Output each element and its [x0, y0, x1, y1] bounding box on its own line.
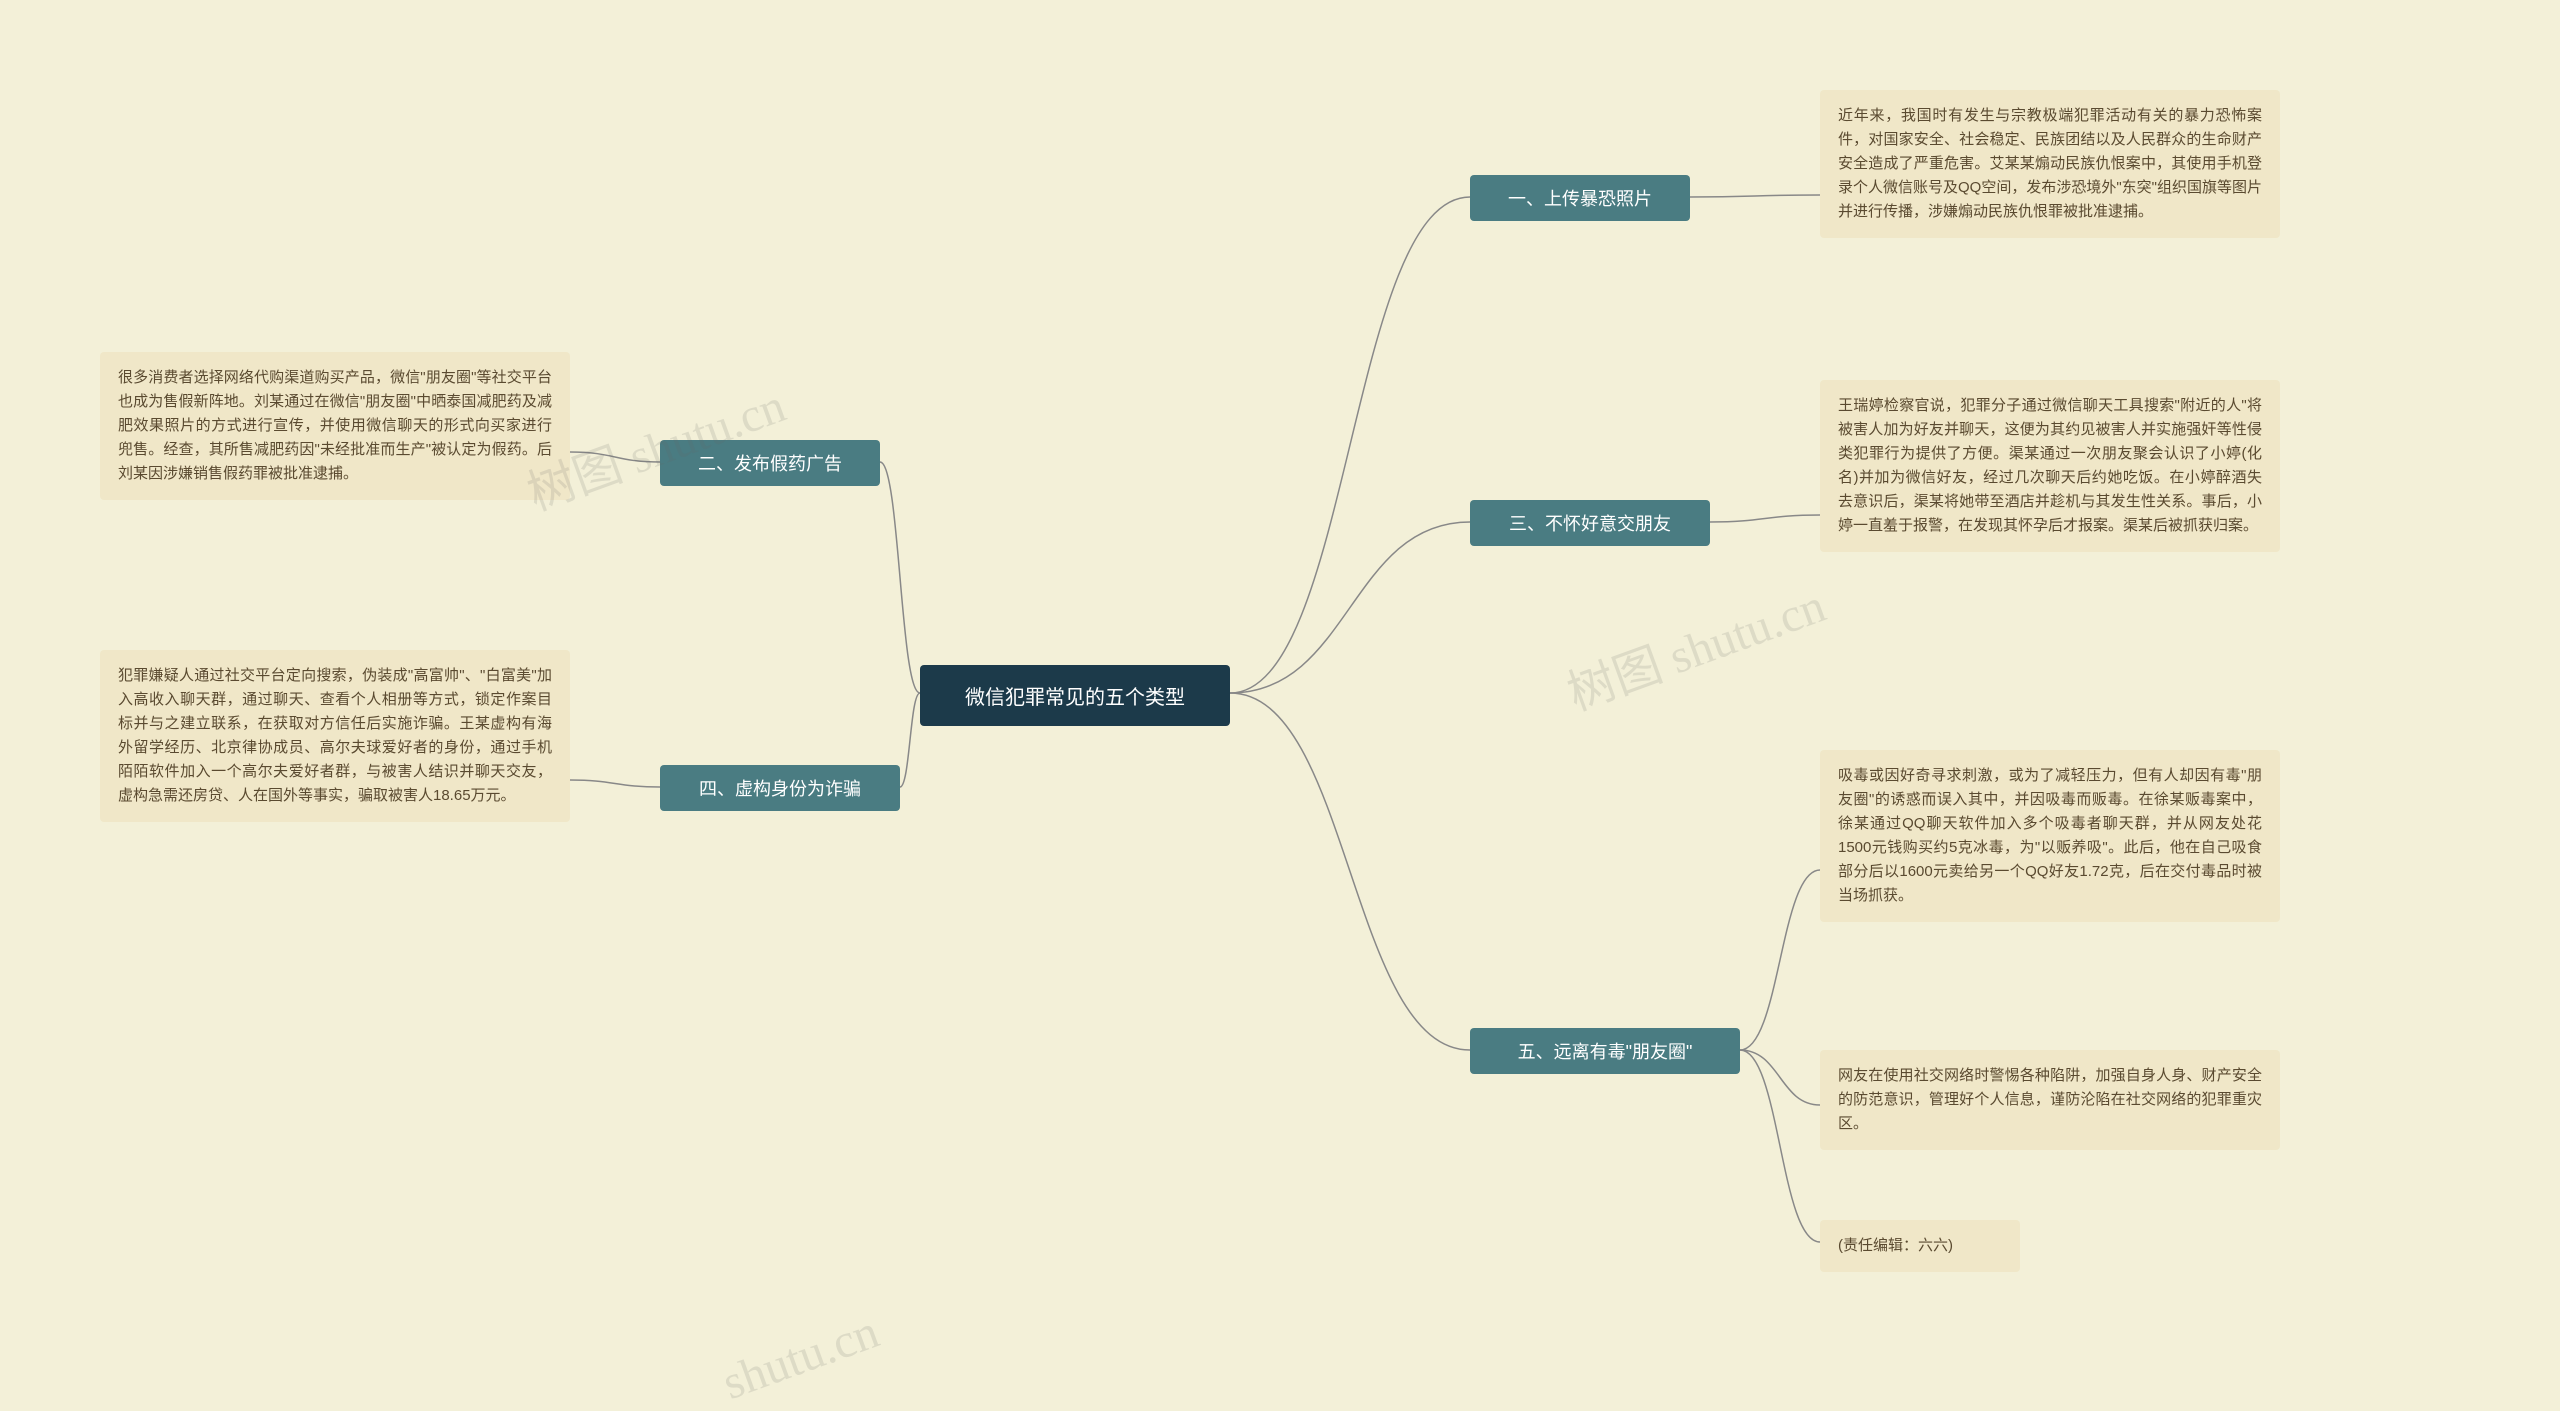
branch-b5: 五、远离有毒"朋友圈"	[1470, 1028, 1740, 1074]
leaf-b5l1: 吸毒或因好奇寻求刺激，或为了减轻压力，但有人却因有毒"朋友圈"的诱惑而误入其中，…	[1820, 750, 2280, 922]
leaf-b1l1: 近年来，我国时有发生与宗教极端犯罪活动有关的暴力恐怖案件，对国家安全、社会稳定、…	[1820, 90, 2280, 238]
leaf-b5l3: (责任编辑：六六)	[1820, 1220, 2020, 1272]
root-node: 微信犯罪常见的五个类型	[920, 665, 1230, 726]
watermark: shutu.cn	[715, 1304, 885, 1411]
branch-b1: 一、上传暴恐照片	[1470, 175, 1690, 221]
watermark: 树图 shutu.cn	[1556, 566, 1833, 724]
leaf-b3l1: 王瑞婷检察官说，犯罪分子通过微信聊天工具搜索"附近的人"将被害人加为好友并聊天，…	[1820, 380, 2280, 552]
branch-b4: 四、虚构身份为诈骗	[660, 765, 900, 811]
branch-b3: 三、不怀好意交朋友	[1470, 500, 1710, 546]
branch-b2: 二、发布假药广告	[660, 440, 880, 486]
leaf-b4l1: 犯罪嫌疑人通过社交平台定向搜索，伪装成"高富帅"、"白富美"加入高收入聊天群，通…	[100, 650, 570, 822]
leaf-b2l1: 很多消费者选择网络代购渠道购买产品，微信"朋友圈"等社交平台也成为售假新阵地。刘…	[100, 352, 570, 500]
leaf-b5l2: 网友在使用社交网络时警惕各种陷阱，加强自身人身、财产安全的防范意识，管理好个人信…	[1820, 1050, 2280, 1150]
